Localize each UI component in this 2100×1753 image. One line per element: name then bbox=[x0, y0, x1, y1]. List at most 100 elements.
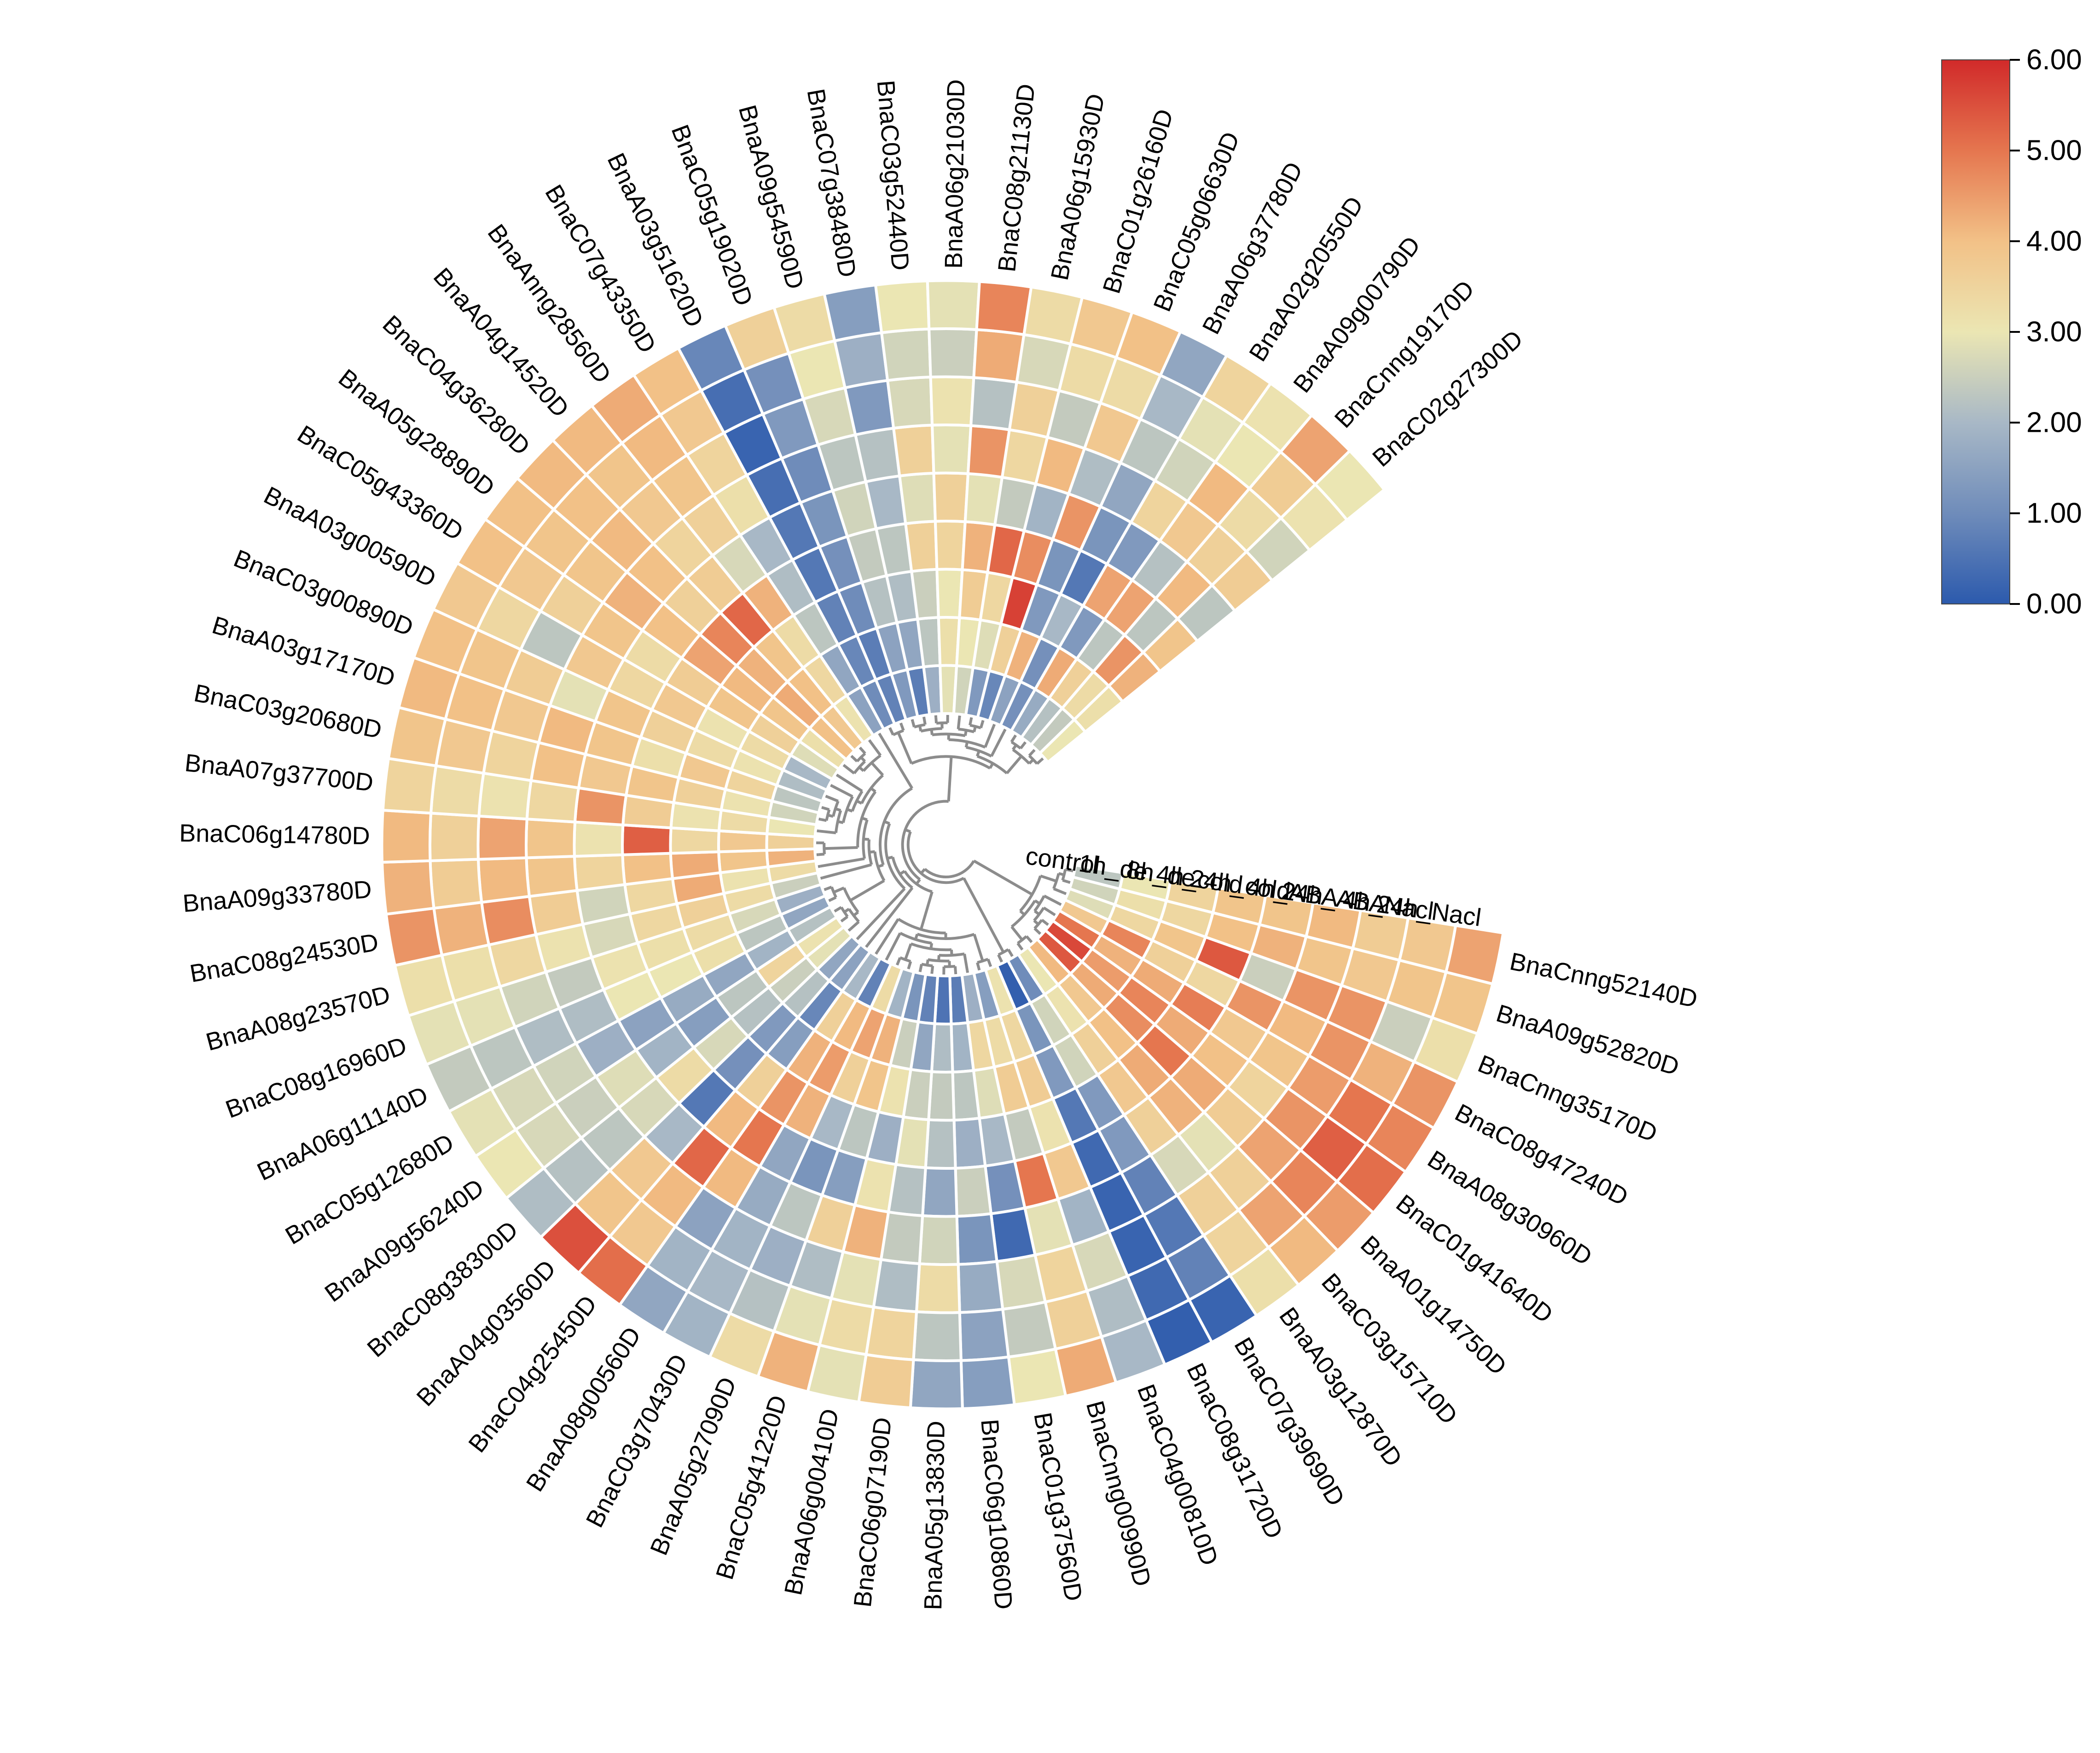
gene-label: BnaA05g13830D bbox=[919, 1421, 950, 1610]
heatmap-cell bbox=[960, 1309, 1009, 1361]
dendrogram-branch bbox=[820, 859, 864, 866]
heatmap-cell bbox=[434, 902, 489, 955]
gene-label: BnaA06g15930D bbox=[1046, 92, 1110, 283]
gene-label: BnaC06g10860D bbox=[975, 1418, 1017, 1611]
dendrogram-branch bbox=[1012, 927, 1022, 940]
gene-label: BnaCnng52140D bbox=[1508, 947, 1700, 1013]
dendrogram-arc bbox=[922, 964, 933, 966]
heatmap-cell bbox=[957, 1214, 997, 1265]
dendrogram-branch bbox=[877, 919, 898, 952]
heatmap-cell bbox=[845, 380, 893, 435]
gene-label: BnaC06g14780D bbox=[179, 819, 370, 850]
dendrogram-branch bbox=[850, 881, 884, 900]
dendrogram-branch bbox=[1044, 896, 1059, 904]
heatmap-cell bbox=[430, 813, 479, 860]
heatmap-cell bbox=[671, 852, 720, 878]
heatmap-cell bbox=[931, 377, 974, 426]
dendrogram-branch bbox=[833, 786, 853, 796]
dendrogram-branch bbox=[824, 847, 858, 848]
dendrogram-arc bbox=[853, 791, 862, 812]
dendrogram-branch bbox=[1054, 889, 1064, 893]
heatmap-cell bbox=[958, 1261, 1003, 1312]
colorbar-tick-label: 1.00 bbox=[2026, 498, 2082, 529]
dendrogram-branch bbox=[955, 966, 956, 972]
dendrogram-branch bbox=[845, 766, 854, 773]
gene-label: BnaC07g38480D bbox=[802, 87, 862, 279]
heatmap-cell bbox=[934, 473, 968, 522]
colorbar-tick-label: 3.00 bbox=[2026, 316, 2082, 348]
dendrogram-arc bbox=[958, 729, 974, 732]
dendrogram-branch bbox=[949, 757, 951, 801]
heatmap-cell bbox=[526, 819, 575, 858]
dendrogram-branch bbox=[964, 878, 1004, 952]
heatmap-cell bbox=[937, 569, 962, 618]
heatmap-cell bbox=[1003, 1302, 1056, 1357]
colorbar-tick-label: 5.00 bbox=[2026, 135, 2082, 167]
dendrogram-branch bbox=[880, 735, 912, 788]
dendrogram-branch bbox=[871, 763, 883, 775]
dendrogram-branch bbox=[1044, 908, 1053, 914]
dendrogram-branch bbox=[974, 861, 1033, 894]
dendrogram-arc bbox=[914, 725, 925, 727]
heatmap-cell bbox=[899, 473, 935, 524]
heatmap-cell bbox=[430, 859, 482, 908]
dendrogram-branch bbox=[853, 757, 857, 761]
gene-label: BnaA07g37700D bbox=[184, 749, 375, 797]
heatmap-cell bbox=[905, 521, 937, 571]
colorbar-tick-label: 4.00 bbox=[2026, 226, 2082, 257]
heatmap-cell bbox=[824, 285, 882, 341]
dendrogram-branch bbox=[823, 865, 871, 877]
heatmap-cell bbox=[920, 1216, 958, 1265]
heatmap-cell bbox=[481, 896, 536, 945]
heatmap-cell bbox=[917, 1264, 960, 1312]
colorbar-tick-label: 2.00 bbox=[2026, 407, 2082, 439]
dendrogram-arc bbox=[928, 960, 949, 961]
heatmap-cell bbox=[835, 333, 888, 388]
heatmap-cell bbox=[382, 810, 431, 862]
dendrogram-branch bbox=[839, 776, 862, 791]
dendrogram-arc bbox=[970, 725, 981, 728]
heatmap-cell bbox=[954, 1118, 986, 1168]
heatmap-cell bbox=[478, 816, 527, 859]
dendrogram-branch bbox=[1008, 950, 1011, 954]
colorbar-tick-label: 0.00 bbox=[2026, 588, 2082, 620]
dendrogram-branch bbox=[834, 888, 844, 892]
dendrogram-branch bbox=[898, 732, 911, 763]
dendrogram-branch bbox=[898, 958, 900, 963]
heatmap-cell bbox=[893, 425, 934, 476]
dendrogram-branch bbox=[824, 808, 830, 810]
heatmap-cell bbox=[926, 1120, 956, 1168]
dendrogram-arc bbox=[939, 954, 964, 955]
heatmap-cell bbox=[431, 766, 483, 816]
heatmap-cell bbox=[956, 1166, 991, 1216]
gene-label: BnaA06g00410D bbox=[779, 1406, 844, 1597]
heatmap-cell bbox=[913, 1312, 961, 1361]
dendrogram-branch bbox=[958, 718, 960, 729]
dendrogram-branch bbox=[1040, 876, 1056, 881]
dendrogram-arc bbox=[826, 810, 829, 821]
dendrogram-branch bbox=[843, 917, 847, 920]
heatmap-cell bbox=[622, 853, 673, 885]
heatmap-cell bbox=[961, 1357, 1015, 1409]
heatmap-cell bbox=[882, 329, 931, 381]
gene-label: BnaC03g52440D bbox=[872, 79, 915, 272]
dendrogram-arc bbox=[944, 966, 955, 967]
dendrogram-branch bbox=[992, 731, 1004, 756]
heatmap-cell bbox=[932, 425, 971, 474]
heatmap-cell bbox=[574, 855, 625, 891]
dendrogram-branch bbox=[921, 892, 932, 929]
gene-label: BnaC08g24530D bbox=[188, 929, 381, 988]
dendrogram-branch bbox=[964, 954, 967, 970]
heatmap-cell bbox=[911, 1360, 963, 1409]
gene-label: BnaC03g20680D bbox=[191, 679, 384, 744]
gene-label: BnaC08g21130D bbox=[993, 82, 1040, 273]
heatmap-cell bbox=[888, 377, 932, 428]
dendrogram-branch bbox=[905, 944, 911, 959]
gene-label: BnaC01g37560D bbox=[1028, 1411, 1087, 1603]
heatmap-cell bbox=[386, 908, 442, 965]
heatmap-cells bbox=[382, 281, 1503, 1409]
colorbar-tick-label: 6.00 bbox=[2026, 44, 2082, 76]
dendrogram-branch bbox=[988, 959, 990, 964]
